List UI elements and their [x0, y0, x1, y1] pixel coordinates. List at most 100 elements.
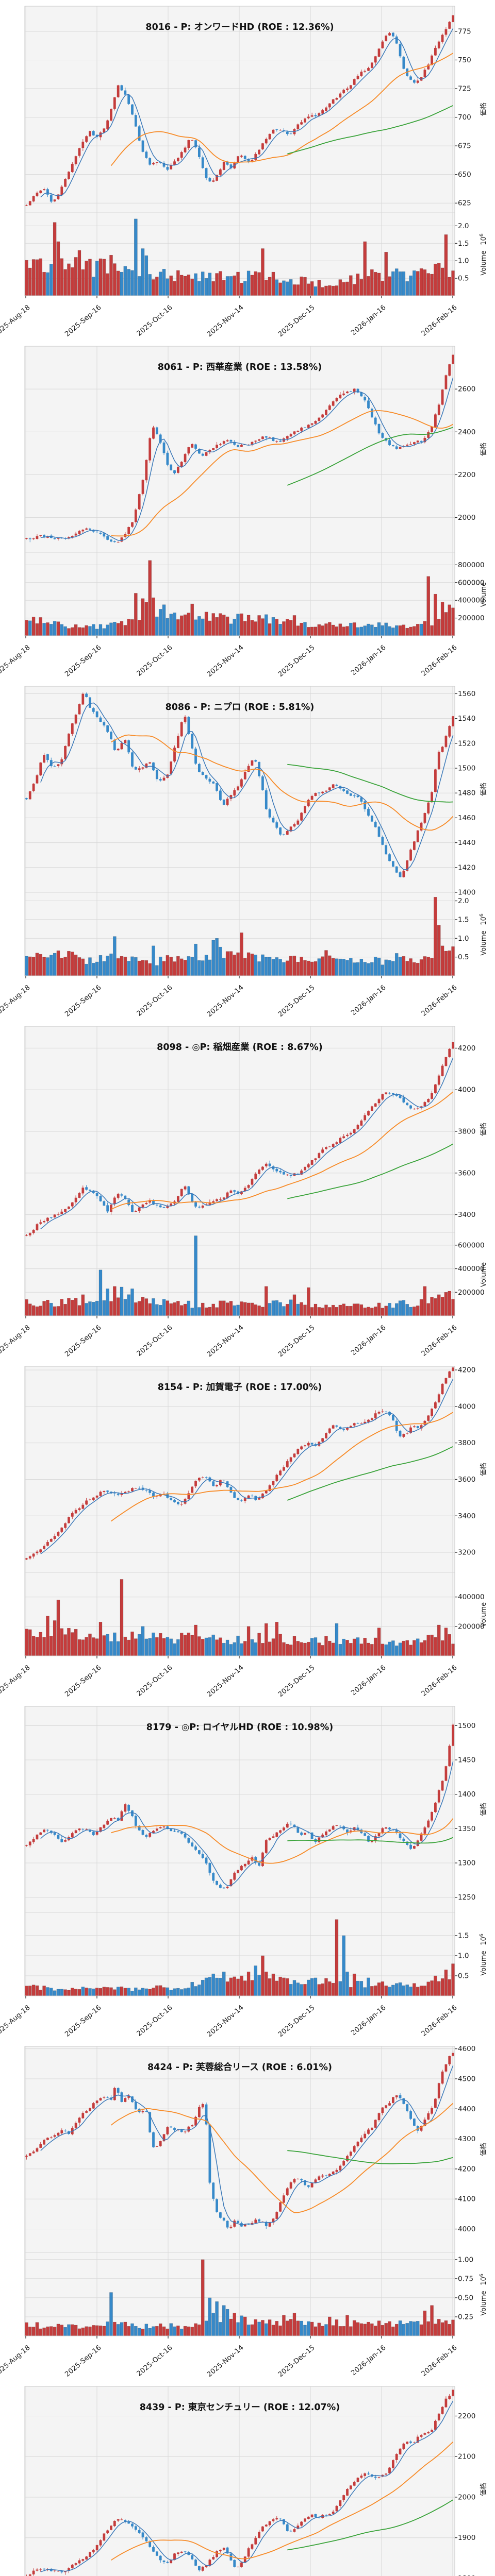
price-axis-ticks: 1400 1420 1440 1460 1480 1500 1520 1540 1560 [455, 690, 475, 897]
stock-chart-canvas: 3200 3400 3600 3800 4000 4200 200000 400000 2025… [0, 1366, 488, 1699]
volume-tick-label: 200000 [458, 614, 485, 622]
ma-mid-line [111, 410, 454, 537]
x-tick-label: 2026-Feb-16 [420, 643, 459, 678]
chart-title: 8179 - ◎P: ロイヤルHD (ROE : 10.98%) [146, 1722, 333, 1733]
price-tick-label: 1420 [458, 863, 475, 872]
volume-tick-label: 1.00 [458, 2256, 473, 2264]
x-tick-label: 2025-Nov-14 [205, 1664, 245, 1699]
volume-axis-ticks: 0.5 1.0 1.5 2.0 [455, 897, 469, 961]
price-tick-label: 1350 [458, 1825, 475, 1833]
price-tick-label: 4000 [458, 2225, 475, 2233]
stock-chart-canvas: 1400 1420 1440 1460 1480 1500 1520 1540 1560 0.5 1… [0, 686, 488, 1019]
price-axis-label: 価格 [480, 1463, 488, 1476]
volume-axis-label: Volume 106 [479, 1934, 488, 1976]
stock-chart-panel-8016: 625 650 675 700 725 750 775 0.5 1.0 1.5 2.0 2025-Au… [0, 0, 495, 340]
price-tick-label: 1500 [458, 765, 475, 773]
price-tick-label: 4500 [458, 2075, 475, 2083]
x-tick-label: 2025-Sep-16 [63, 2344, 103, 2379]
volume-axis-ticks: 200000 400000 600000 800000 [455, 561, 485, 622]
price-tick-label: 675 [458, 142, 471, 150]
price-tick-label: 1400 [458, 889, 475, 897]
volume-tick-label: 2.0 [458, 222, 469, 230]
price-tick-label: 725 [458, 85, 471, 93]
volume-bars [25, 897, 455, 976]
candlesticks [25, 2389, 454, 2576]
price-tick-label: 4000 [458, 1086, 475, 1094]
x-axis-ticks: 2025-Aug-18 2025-Sep-16 2025-Oct-16 2025-No… [0, 2336, 459, 2379]
x-tick-label: 2026-Jan-16 [350, 984, 388, 1018]
stock-chart-panel-8439: 180019002000210022000.250.500.751.002025… [0, 2380, 495, 2576]
chart-title: 8154 - P: 加賀電子 (ROE : 17.00%) [158, 1382, 322, 1393]
plot-border [24, 2386, 455, 2576]
x-tick-label: 2025-Dec-15 [276, 2344, 316, 2379]
volume-axis-label: Volume [480, 1262, 488, 1287]
ma-mid-line [110, 2103, 454, 2213]
price-tick-label: 750 [458, 56, 471, 64]
grid-lines [25, 1026, 455, 1316]
volume-axis-ticks: 200000 400000 [455, 1593, 485, 1631]
price-tick-label: 1460 [458, 814, 475, 822]
price-tick-label: 1300 [458, 1859, 475, 1868]
chart-title: 8086 - P: ニプロ (ROE : 5.81%) [166, 702, 315, 713]
price-axis-ticks: 1800 1900 2000 2100 2200 [455, 2412, 475, 2576]
x-tick-label: 2025-Aug-18 [0, 984, 32, 1019]
stock-chart-panel-8424: 4000 4100 4200 4300 4400 4500 4600 0.25 0.50 0.75… [0, 2040, 495, 2380]
ma-mid-line [111, 2442, 454, 2561]
price-tick-label: 1540 [458, 715, 475, 723]
price-tick-label: 4200 [458, 1366, 475, 1375]
volume-tick-label: 400000 [458, 1593, 485, 1601]
x-tick-label: 2026-Feb-16 [420, 1664, 459, 1698]
ma-short-line [40, 2400, 454, 2572]
ma-short-line [40, 1379, 454, 1554]
volume-bars [25, 1235, 455, 1316]
volume-tick-label: 0.25 [458, 2313, 473, 2321]
x-tick-label: 2025-Nov-14 [205, 303, 245, 338]
ma-mid-line [111, 1091, 454, 1210]
ma-mid-line [110, 53, 454, 166]
x-tick-label: 2025-Oct-16 [135, 984, 174, 1018]
volume-bars [25, 218, 455, 296]
price-tick-label: 3400 [458, 1211, 475, 1219]
ma-long-line [287, 1446, 453, 1501]
ma-long-line [287, 1837, 453, 1844]
price-axis-label: 価格 [480, 2143, 488, 2156]
ma-long-line [287, 764, 453, 803]
price-tick-label: 4100 [458, 2195, 475, 2204]
x-tick-label: 2026-Jan-16 [350, 2004, 388, 2038]
volume-tick-label: 400000 [458, 1265, 485, 1273]
price-tick-label: 3200 [458, 1549, 475, 1557]
x-tick-label: 2025-Sep-16 [63, 1324, 103, 1359]
volume-axis-ticks: 0.5 1.0 1.5 [455, 1931, 469, 1980]
x-tick-label: 2026-Jan-16 [350, 303, 388, 337]
volume-axis-ticks: 200000 400000 600000 [455, 1241, 485, 1297]
volume-axis-ticks: 0.5 1.0 1.5 2.0 [455, 222, 469, 283]
price-tick-label: 1480 [458, 789, 475, 798]
ma-mid-line [111, 1818, 454, 1864]
candlesticks [25, 2050, 454, 2229]
price-axis-label: 価格 [480, 103, 488, 116]
chart-title: 8098 - ◎P: 稲畑産業 (ROE : 8.67%) [157, 1042, 323, 1053]
stock-chart-canvas: 625 650 675 700 725 750 775 0.5 1.0 1.5 2.0 2025-Au… [0, 6, 488, 338]
price-tick-label: 1400 [458, 1790, 475, 1799]
price-tick-label: 3800 [458, 1128, 475, 1136]
x-tick-label: 2025-Aug-18 [0, 1664, 32, 1699]
price-tick-label: 3600 [458, 1169, 475, 1177]
volume-axis-label: Volume [480, 582, 488, 607]
volume-axis-label: Volume 106 [479, 2274, 488, 2316]
x-tick-label: 2026-Feb-16 [420, 303, 459, 338]
grid-lines [25, 6, 455, 296]
volume-tick-label: 1.5 [458, 1931, 469, 1940]
x-tick-label: 2025-Aug-18 [0, 1324, 32, 1359]
price-tick-label: 4600 [458, 2045, 475, 2053]
price-axis-label: 価格 [480, 1123, 488, 1136]
chart-title: 8439 - P: 東京センチュリー (ROE : 12.07%) [140, 2402, 340, 2413]
price-tick-label: 1440 [458, 839, 475, 847]
stock-chart-panel-8179: 1250 1300 1350 1400 1450 1500 0.5 1.0 1.5 2025-Au… [0, 1700, 495, 2040]
price-axis-ticks: 3400 3600 3800 4000 4200 [455, 1044, 475, 1219]
candlesticks [25, 1723, 454, 1889]
x-tick-label: 2025-Nov-14 [205, 1324, 245, 1359]
price-tick-label: 700 [458, 113, 471, 122]
stock-chart-canvas: 180019002000210022000.250.500.751.002025… [24, 2386, 488, 2576]
price-axis-ticks: 3200 3400 3600 3800 4000 4200 [455, 1366, 475, 1557]
price-tick-label: 625 [458, 199, 471, 208]
